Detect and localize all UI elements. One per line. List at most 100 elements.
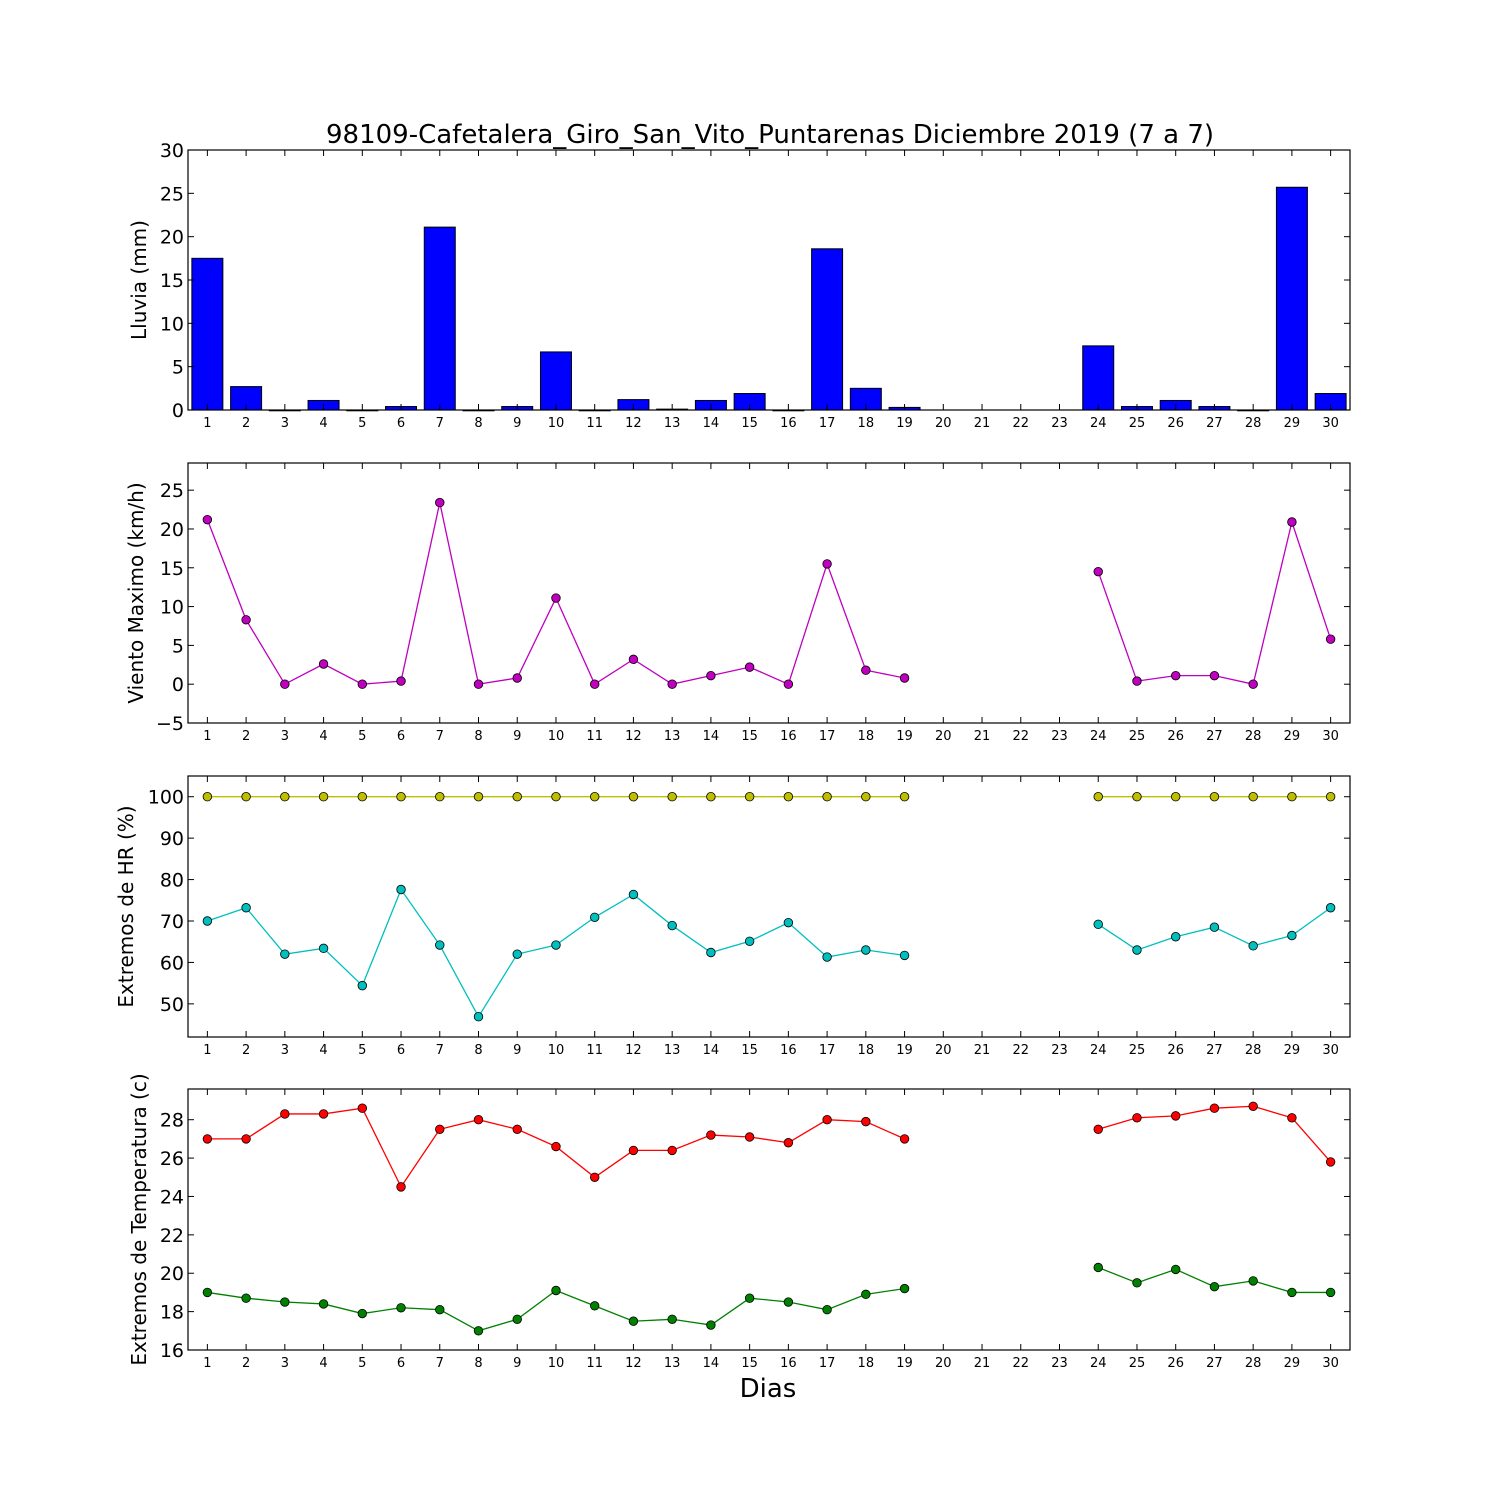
- point-3-2-day-8: [473, 1012, 484, 1022]
- point-3-1-day-18: [861, 792, 871, 802]
- bar-day-1: [191, 257, 224, 411]
- x-tick-label: 4: [319, 416, 327, 431]
- point-2-1-day-16: [783, 679, 794, 689]
- point-3-1-day-24: [1093, 792, 1103, 802]
- x-tick-label: 27: [1206, 729, 1223, 744]
- point-4-2-day-24: [1093, 1262, 1103, 1273]
- x-tick-label: 27: [1206, 1043, 1223, 1058]
- y-tick-label: 60: [160, 952, 184, 974]
- point-4-1-day-7: [435, 1124, 445, 1135]
- point-4-1-day-27: [1209, 1103, 1220, 1113]
- point-4-2-day-5: [357, 1308, 368, 1319]
- y-tick-label: −5: [156, 713, 184, 735]
- x-tick-label: 9: [513, 1043, 521, 1058]
- point-4-2-day-14: [706, 1320, 716, 1330]
- x-tick-label: 15: [741, 729, 758, 744]
- x-tick-label: 26: [1167, 416, 1184, 431]
- point-2-1-day-24: [1093, 566, 1103, 577]
- point-3-1-day-1: [202, 792, 213, 802]
- x-tick-label: 15: [741, 1043, 758, 1058]
- x-tick-label: 10: [548, 729, 565, 744]
- point-3-2-day-3: [280, 949, 290, 959]
- x-tick-label: 13: [664, 1043, 681, 1058]
- point-3-2-day-6: [396, 884, 406, 895]
- y-axis-label-2: Viento Maximo (km/h): [124, 482, 148, 703]
- x-tick-label: 29: [1284, 729, 1301, 744]
- point-3-1-day-27: [1209, 792, 1220, 802]
- y-tick-label: 16: [160, 1340, 184, 1362]
- x-tick-label: 21: [974, 729, 991, 744]
- point-4-2-day-10: [551, 1285, 561, 1296]
- point-2-1-day-6: [396, 676, 406, 686]
- x-tick-label: 22: [1012, 1356, 1029, 1371]
- x-tick-label: 6: [397, 416, 405, 431]
- x-tick-label: 8: [474, 729, 482, 744]
- point-3-1-day-15: [744, 792, 755, 802]
- point-4-2-day-18: [861, 1289, 871, 1300]
- point-4-1-day-11: [590, 1172, 600, 1182]
- point-3-2-day-16: [783, 917, 794, 928]
- point-4-1-day-28: [1248, 1101, 1258, 1111]
- point-4-1-day-19: [899, 1134, 910, 1144]
- point-3-2-day-9: [512, 949, 522, 959]
- y-tick-label: 22: [160, 1225, 184, 1247]
- point-4-1-day-9: [512, 1124, 522, 1135]
- y-tick-label: 5: [172, 635, 184, 657]
- point-3-1-day-16: [783, 792, 794, 802]
- point-3-2-day-5: [357, 980, 368, 991]
- x-tick-label: 6: [397, 1043, 405, 1058]
- point-3-1-day-30: [1325, 792, 1336, 802]
- point-2-1-day-7: [435, 497, 445, 508]
- x-tick-label: 27: [1206, 416, 1223, 431]
- point-3-1-day-12: [628, 792, 639, 802]
- point-4-2-day-26: [1170, 1264, 1181, 1275]
- point-3-2-day-7: [435, 940, 445, 950]
- x-tick-label: 3: [281, 416, 289, 431]
- y-tick-label: 15: [160, 558, 184, 580]
- point-2-1-day-8: [473, 679, 484, 689]
- x-tick-label: 24: [1090, 1043, 1107, 1058]
- x-tick-label: 30: [1322, 416, 1339, 431]
- point-2-1-day-28: [1248, 679, 1258, 689]
- point-3-1-day-10: [551, 792, 561, 802]
- x-tick-label: 3: [281, 729, 289, 744]
- x-tick-label: 10: [548, 1043, 565, 1058]
- x-tick-label: 20: [935, 1043, 952, 1058]
- point-3-1-day-2: [241, 792, 251, 802]
- x-tick-label: 20: [935, 416, 952, 431]
- y-tick-label: 20: [160, 1263, 184, 1285]
- series-line-4-1-seg-2: [1098, 1105, 1332, 1163]
- x-tick-label: 18: [858, 416, 875, 431]
- x-tick-label: 15: [741, 416, 758, 431]
- point-3-1-day-7: [435, 792, 445, 802]
- x-tick-label: 25: [1129, 416, 1146, 431]
- point-4-1-day-12: [628, 1145, 639, 1156]
- point-2-1-day-3: [280, 679, 290, 689]
- x-tick-label: 5: [358, 1356, 366, 1371]
- point-3-1-day-26: [1170, 792, 1181, 802]
- x-tick-label: 15: [741, 1356, 758, 1371]
- point-2-1-day-12: [628, 654, 639, 665]
- point-3-2-day-10: [551, 940, 561, 950]
- point-4-2-day-8: [473, 1326, 484, 1336]
- x-tick-label: 20: [935, 729, 952, 744]
- bar-day-24: [1082, 345, 1115, 411]
- series-line-3-2-seg-1: [207, 888, 905, 1018]
- point-3-1-day-28: [1248, 792, 1258, 802]
- point-2-1-day-9: [512, 673, 522, 683]
- x-tick-label: 29: [1284, 1043, 1301, 1058]
- y-tick-label: 70: [160, 911, 184, 933]
- x-tick-label: 18: [858, 729, 875, 744]
- y-axis-label-4: Extremos de Temperatura (c): [127, 1073, 151, 1365]
- point-3-2-day-19: [899, 950, 910, 961]
- x-tick-label: 2: [242, 1043, 250, 1058]
- point-4-1-day-17: [822, 1115, 832, 1125]
- x-tick-label: 14: [703, 1356, 720, 1371]
- point-2-1-day-26: [1170, 670, 1181, 681]
- point-4-1-day-26: [1170, 1111, 1181, 1121]
- panel-frame-1: [187, 149, 1351, 411]
- x-tick-label: 18: [858, 1356, 875, 1371]
- x-tick-label: 5: [358, 1043, 366, 1058]
- x-tick-label: 12: [625, 1043, 642, 1058]
